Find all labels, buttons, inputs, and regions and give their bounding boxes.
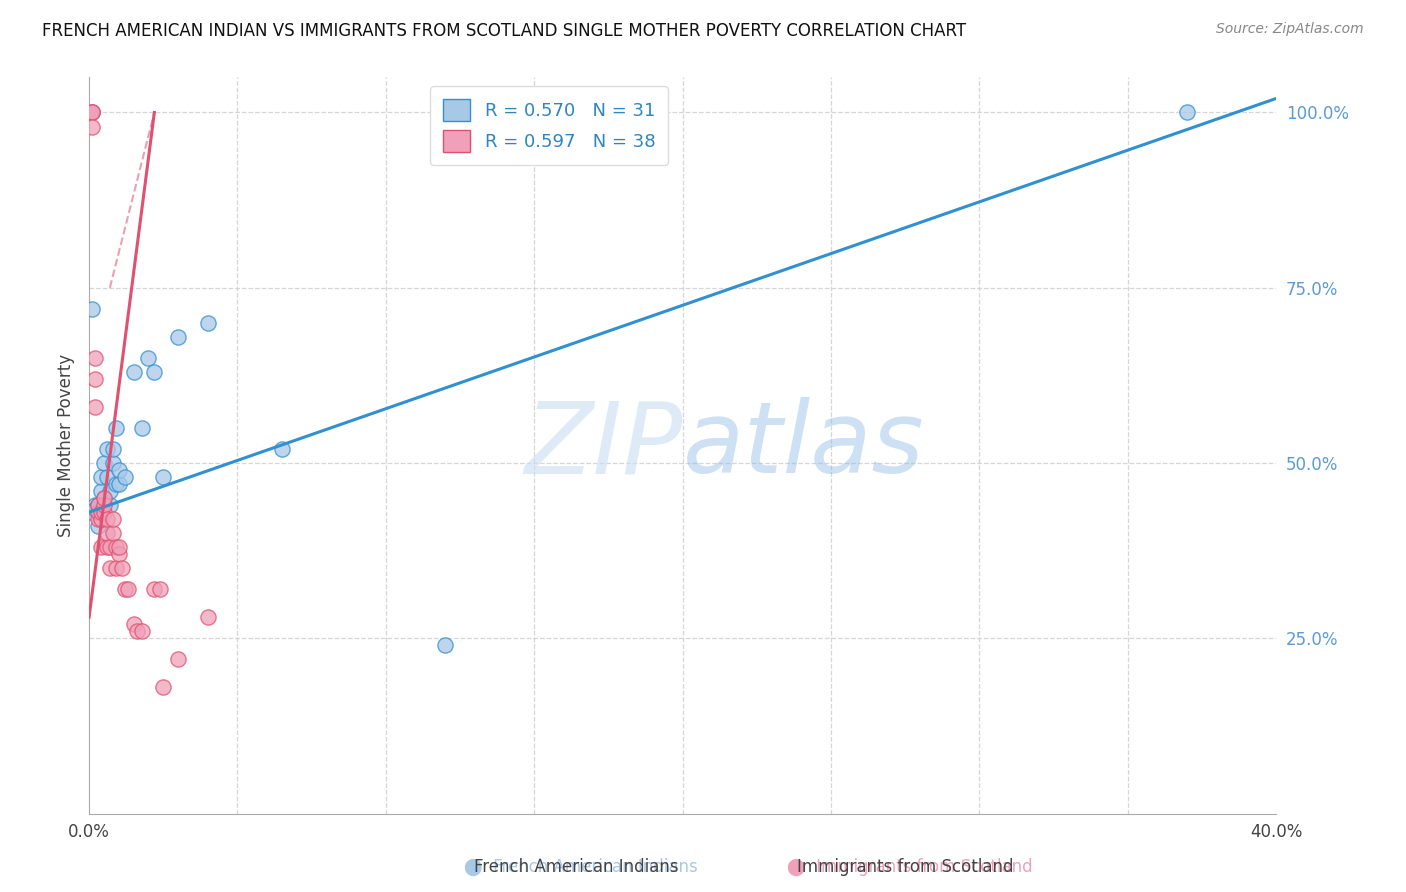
Point <box>79 505 101 519</box>
Point <box>143 365 166 379</box>
Point <box>104 540 127 554</box>
Point <box>96 526 118 541</box>
Point <box>131 421 153 435</box>
Text: ZIP: ZIP <box>524 397 682 494</box>
Point <box>80 301 103 316</box>
Point <box>84 498 107 512</box>
Point <box>90 505 112 519</box>
Point <box>93 491 115 505</box>
Point <box>84 351 107 365</box>
Point <box>107 463 129 477</box>
Point <box>84 501 107 516</box>
Point <box>152 470 174 484</box>
Point <box>96 470 118 484</box>
Point <box>138 351 160 365</box>
Point <box>93 456 115 470</box>
Point <box>84 400 107 414</box>
Point <box>101 456 124 470</box>
Point <box>434 638 457 652</box>
Point <box>149 582 172 597</box>
Point <box>101 526 124 541</box>
Point <box>104 421 127 435</box>
Point <box>104 561 127 575</box>
Point <box>131 624 153 639</box>
Point <box>117 582 139 597</box>
Point <box>98 484 121 499</box>
Point <box>98 540 121 554</box>
Point <box>197 316 219 330</box>
Text: ⬤  Immigrants from Scotland: ⬤ Immigrants from Scotland <box>787 858 1033 876</box>
Point <box>107 540 129 554</box>
Point <box>84 372 107 386</box>
Point <box>96 442 118 456</box>
Y-axis label: Single Mother Poverty: Single Mother Poverty <box>58 354 75 537</box>
Text: Source: ZipAtlas.com: Source: ZipAtlas.com <box>1216 22 1364 37</box>
Point <box>125 624 148 639</box>
Point <box>114 582 136 597</box>
Point <box>167 330 190 344</box>
Point <box>101 442 124 456</box>
Point <box>104 477 127 491</box>
Point <box>90 512 112 526</box>
Point <box>90 470 112 484</box>
Point <box>87 512 110 526</box>
Point <box>143 582 166 597</box>
Point <box>152 681 174 695</box>
Point <box>93 491 115 505</box>
Text: Immigrants from Scotland: Immigrants from Scotland <box>797 858 1014 876</box>
Point <box>122 617 145 632</box>
Point <box>107 477 129 491</box>
Point <box>122 365 145 379</box>
Point <box>93 505 115 519</box>
Point <box>167 652 190 666</box>
Point <box>96 512 118 526</box>
Point <box>96 540 118 554</box>
Point <box>87 498 110 512</box>
Point <box>1175 105 1198 120</box>
Text: ⬤  French American Indians: ⬤ French American Indians <box>464 858 697 876</box>
Point <box>80 105 103 120</box>
Point <box>80 120 103 134</box>
Text: FRENCH AMERICAN INDIAN VS IMMIGRANTS FROM SCOTLAND SINGLE MOTHER POVERTY CORRELA: FRENCH AMERICAN INDIAN VS IMMIGRANTS FRO… <box>42 22 966 40</box>
Point <box>90 484 112 499</box>
Point <box>80 105 103 120</box>
Point <box>271 442 294 456</box>
Point <box>80 105 103 120</box>
Point <box>98 561 121 575</box>
Point <box>197 610 219 624</box>
Point <box>101 512 124 526</box>
Point <box>93 498 115 512</box>
Point <box>87 498 110 512</box>
Point <box>111 561 134 575</box>
Point <box>90 540 112 554</box>
Point <box>87 519 110 533</box>
Point <box>114 470 136 484</box>
Point <box>107 547 129 561</box>
Point <box>87 505 110 519</box>
Text: French American Indians: French American Indians <box>474 858 679 876</box>
Legend: R = 0.570   N = 31, R = 0.597   N = 38: R = 0.570 N = 31, R = 0.597 N = 38 <box>430 87 668 165</box>
Point <box>98 498 121 512</box>
Text: atlas: atlas <box>682 397 924 494</box>
